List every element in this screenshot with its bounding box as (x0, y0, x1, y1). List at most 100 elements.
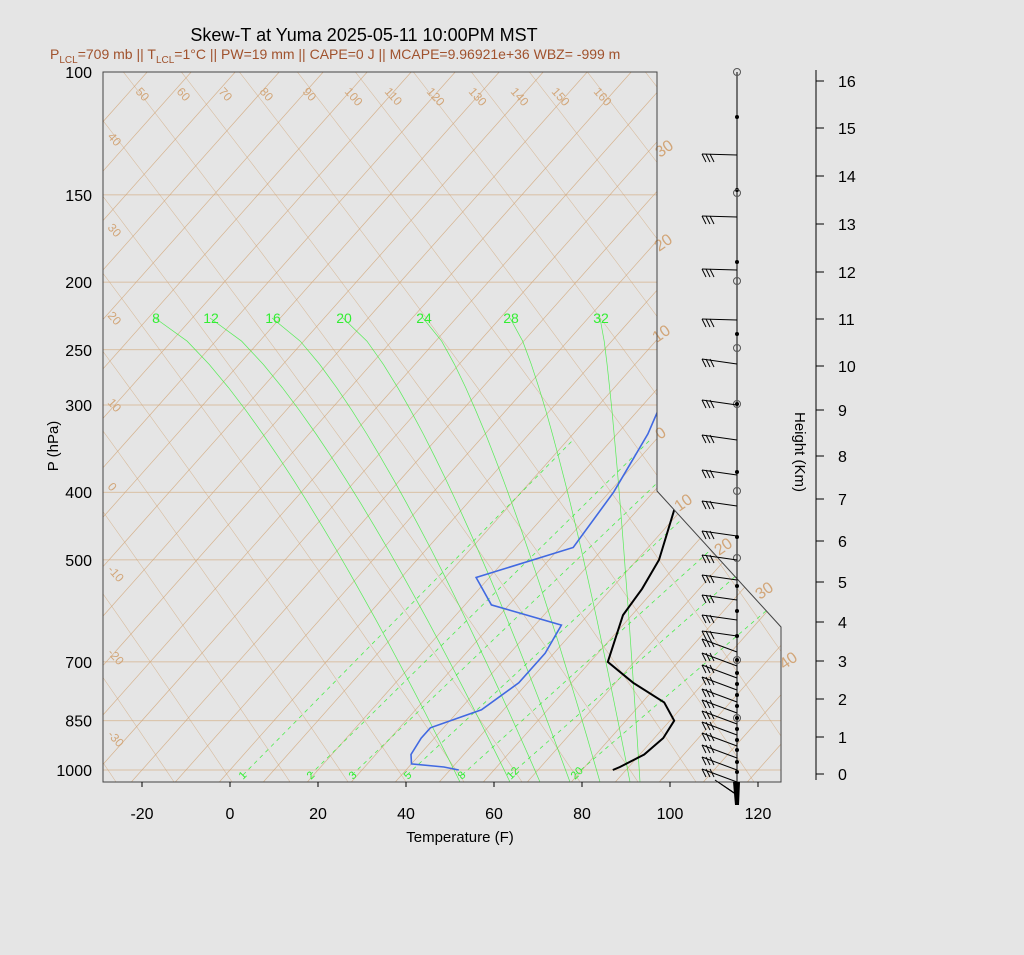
moist-adiabat-label: 8 (152, 310, 160, 326)
wind-level-circle (733, 656, 741, 664)
moist-adiabat-line (209, 317, 511, 782)
dry-adiabat-line (103, 72, 470, 782)
wind-level-dot (735, 658, 739, 662)
dry-adiabat-line (229, 72, 760, 782)
wind-barb-feather (709, 153, 715, 163)
wind-level-dot (735, 748, 739, 752)
wind-barb-feather (709, 500, 715, 510)
temperature-tick-label: 60 (485, 806, 503, 823)
wind-barb (701, 721, 738, 736)
wind-barb (701, 554, 738, 561)
pressure-tick-label: 150 (65, 188, 92, 205)
isotherm-line (103, 72, 720, 782)
wind-level-dot (735, 727, 739, 731)
wind-barb-feather (701, 614, 707, 624)
wind-barb-feather (709, 630, 715, 640)
wind-barb (701, 768, 738, 783)
dry-adiabat-line (103, 72, 586, 782)
wind-barb-feather (705, 594, 711, 604)
wind-barb-feather (701, 732, 707, 742)
wind-barb-feather (701, 358, 707, 368)
height-tick-label: 15 (838, 121, 856, 138)
wind-level-circle (733, 189, 741, 197)
wind-barb (701, 399, 738, 406)
dry-adiabat-line (345, 72, 781, 782)
wind-barb-feather (705, 688, 711, 698)
moist-adiabat-label: 32 (593, 310, 609, 326)
wind-barb-feather (709, 744, 715, 754)
pressure-tick-label: 100 (65, 65, 92, 82)
pressure-tick-label: 300 (65, 398, 92, 415)
dry-adiabat-line (103, 72, 528, 782)
mixing-ratio-line (351, 439, 703, 776)
wind-barb-feather (709, 318, 715, 328)
isotherm-line (659, 72, 781, 782)
wind-level-circle (733, 68, 741, 76)
height-tick-label: 16 (838, 74, 856, 91)
pressure-tick-label: 200 (65, 275, 92, 292)
wind-level-dot (735, 260, 739, 264)
wind-barb-feather (705, 721, 711, 731)
wind-barb-feather (701, 469, 707, 479)
isotherm-line (0, 72, 15, 782)
wind-barb-feather (705, 630, 711, 640)
isotherm-line (103, 72, 368, 782)
wind-barb-feather (701, 268, 707, 278)
wind-barb (701, 434, 738, 441)
wind-barb-feather (705, 710, 711, 720)
height-tick-label: 14 (838, 169, 856, 186)
wind-barb-feather (701, 710, 707, 720)
temperature-tick-label: 20 (309, 806, 327, 823)
wind-barb-surface (733, 782, 740, 805)
wind-barb-feather (701, 652, 707, 662)
isotherm-line (615, 72, 781, 782)
wind-barb-feather (701, 594, 707, 604)
wind-barb (701, 574, 738, 581)
isotherm-line (879, 72, 1024, 782)
wind-barb-feather (701, 153, 707, 163)
chart-title: Skew-T at Yuma 2025-05-11 10:00PM MST (190, 25, 537, 45)
wind-barb-feather (701, 530, 707, 540)
wind-barb (701, 638, 738, 653)
wind-barb-feather (709, 652, 715, 662)
height-tick-label: 12 (838, 265, 856, 282)
wind-level-circle (733, 344, 741, 352)
height-tick-label: 11 (838, 312, 855, 329)
wind-level-dot (735, 770, 739, 774)
wind-barb (701, 318, 738, 321)
wind-barb-feather (701, 500, 707, 510)
dry-adiabat-line (519, 72, 781, 782)
wind-barb (701, 630, 738, 637)
pressure-tick-label: 850 (65, 714, 92, 731)
moist-adiabat-label: 20 (336, 310, 352, 326)
wind-barb (701, 358, 738, 365)
wind-barb (701, 268, 738, 271)
wind-level-dot (735, 584, 739, 588)
wind-barb (701, 699, 738, 714)
temperature-tick-label: 80 (573, 806, 591, 823)
height-tick-label: 3 (838, 654, 847, 671)
wind-barb-feather (705, 744, 711, 754)
wind-barb (701, 614, 738, 621)
wind-barb-feather (701, 756, 707, 766)
wind-barb-feather (709, 638, 715, 648)
wind-level-dot (735, 704, 739, 708)
wind-barb-feather (705, 652, 711, 662)
wind-level-circle (733, 554, 741, 562)
wind-barb-feather (701, 399, 707, 409)
temperature-tick-label: 120 (745, 806, 772, 823)
wind-barb-feather (705, 318, 711, 328)
wind-level-dot (735, 609, 739, 613)
wind-barb-feather (705, 399, 711, 409)
wind-barb-feather (709, 358, 715, 368)
wind-level-dot (735, 402, 739, 406)
dry-adiabat-line (103, 72, 296, 782)
isotherm-line (103, 72, 632, 782)
wind-level-dot (735, 115, 739, 119)
temperature-tick-label: -20 (130, 806, 153, 823)
isotherm-line (527, 72, 781, 782)
wind-level-dot (735, 738, 739, 742)
moist-adiabat-line (342, 317, 571, 782)
dry-adiabat-line (113, 72, 644, 782)
isotherm-line (103, 72, 544, 782)
